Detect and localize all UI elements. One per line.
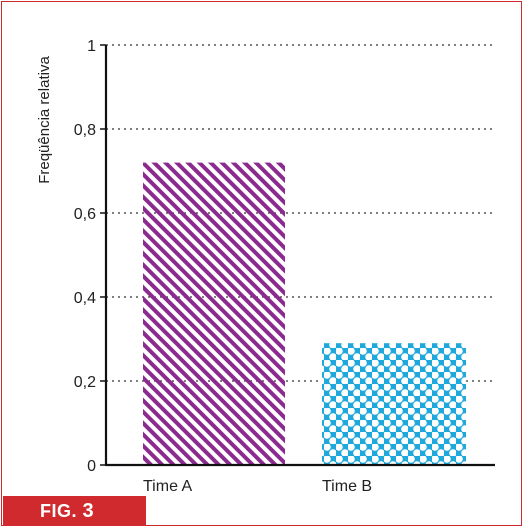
axes xyxy=(104,45,495,467)
bar-time-b xyxy=(322,343,466,465)
bars xyxy=(143,162,466,465)
y-axis-title: Freqüência relativa xyxy=(36,56,53,184)
figure-tag-number: 3 xyxy=(82,500,95,522)
y-tick-labels: 0 0,2 0,4 0,6 0,8 1 xyxy=(74,38,96,475)
y-tick-label: 1 xyxy=(87,38,96,55)
y-tick-label: 0,8 xyxy=(74,122,96,139)
bar-time-a xyxy=(143,162,285,465)
y-tick-label: 0,2 xyxy=(74,374,96,391)
x-category-label: Time B xyxy=(322,478,372,495)
figure-tag-prefix: FIG. xyxy=(40,501,77,521)
x-category-label: Time A xyxy=(143,478,193,495)
x-category-labels: Time A Time B xyxy=(143,478,372,495)
figure-tag: FIG. 3 xyxy=(3,496,146,526)
y-tick-label: 0 xyxy=(87,458,96,475)
y-tick-label: 0,4 xyxy=(74,290,96,307)
y-tick-label: 0,6 xyxy=(74,206,96,223)
